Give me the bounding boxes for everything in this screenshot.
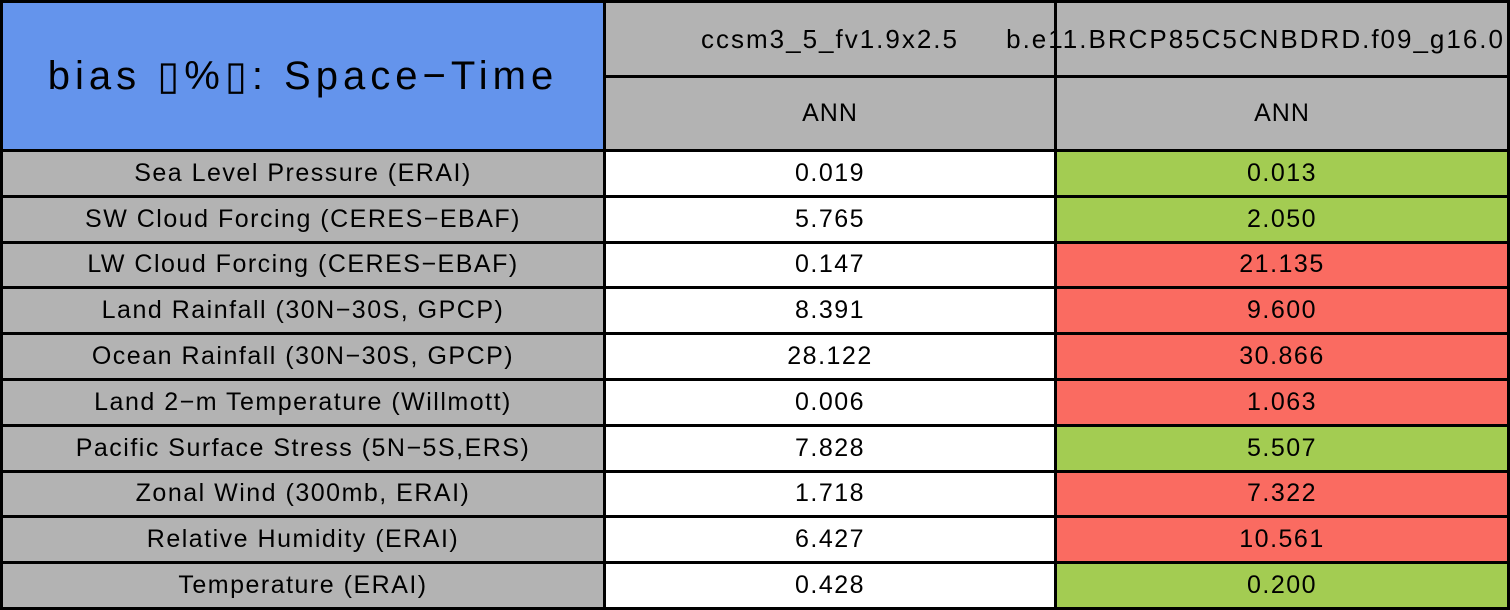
model1-value: 6.427 <box>606 518 1054 562</box>
row-label: Ocean Rainfall (30N−30S, GPCP) <box>3 335 603 378</box>
model1-value: 0.147 <box>606 243 1054 287</box>
table-title: bias ▯%▯: Space−Time <box>3 3 603 149</box>
model1-value: 8.391 <box>606 289 1054 333</box>
row-label: Zonal Wind (300mb, ERAI) <box>3 472 603 516</box>
model2-value: 0.200 <box>1057 564 1507 607</box>
model2-value: 5.507 <box>1057 426 1507 470</box>
model-header-1: ccsm3_5_fv1.9x2.5 <box>606 3 1054 75</box>
model2-value: 2.050 <box>1057 197 1507 241</box>
model1-value: 28.122 <box>606 335 1054 378</box>
row-label: Land Rainfall (30N−30S, GPCP) <box>3 289 603 333</box>
model2-value: 30.866 <box>1057 335 1507 378</box>
row-label: LW Cloud Forcing (CERES−EBAF) <box>3 243 603 287</box>
model2-value: 10.561 <box>1057 518 1507 562</box>
model1-value: 0.006 <box>606 380 1054 424</box>
model-header-2: b.e11.BRCP85C5CNBDRD.f09_g16.0 <box>1006 3 1507 75</box>
row-label: Pacific Surface Stress (5N−5S,ERS) <box>3 426 603 470</box>
row-label: Relative Humidity (ERAI) <box>3 518 603 562</box>
model2-value: 1.063 <box>1057 380 1507 424</box>
model1-value: 0.428 <box>606 564 1054 607</box>
row-label: Sea Level Pressure (ERAI) <box>3 152 603 195</box>
row-label: Temperature (ERAI) <box>3 564 603 607</box>
model2-value: 7.322 <box>1057 472 1507 516</box>
row-label: SW Cloud Forcing (CERES−EBAF) <box>3 197 603 241</box>
model2-value: 9.600 <box>1057 289 1507 333</box>
model2-value: 0.013 <box>1057 152 1507 195</box>
model1-value: 0.019 <box>606 152 1054 195</box>
season-header-2: ANN <box>1057 78 1507 149</box>
row-label: Land 2−m Temperature (Willmott) <box>3 380 603 424</box>
model1-value: 5.765 <box>606 197 1054 241</box>
model1-value: 1.718 <box>606 472 1054 516</box>
season-header-1: ANN <box>606 78 1054 149</box>
model2-value: 21.135 <box>1057 243 1507 287</box>
model1-value: 7.828 <box>606 426 1054 470</box>
